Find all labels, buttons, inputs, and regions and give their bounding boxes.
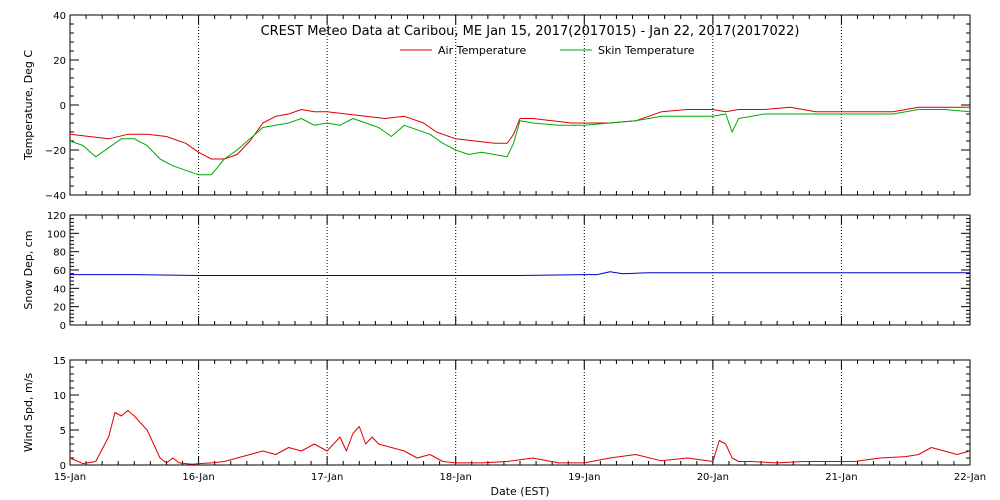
y-tick-label: 10 (53, 391, 66, 402)
plot-frame (69, 359, 971, 466)
y-tick-label: 20 (53, 303, 66, 314)
y-tick-label: 0 (60, 461, 66, 472)
y-axis-label: Wind Spd, m/s (22, 373, 35, 453)
series-line-snow-0 (70, 271, 970, 276)
panels-layer: −40 −20 0 20 40 Temperature, Deg C Air Tempera… (22, 11, 986, 483)
y-tick-label: 40 (53, 11, 66, 22)
x-tick-label: 21-Jan (825, 472, 857, 483)
y-tick-label: −40 (45, 191, 66, 202)
y-tick-label: 120 (47, 211, 66, 222)
x-tick-label: 22-Jan (954, 472, 986, 483)
series-line-temperature-0 (69, 106, 970, 160)
y-axis-label: Snow Dep, cm (22, 230, 35, 309)
plot-frame (69, 214, 971, 326)
x-tick-label: 15-Jan (54, 472, 86, 483)
y-tick-label: −20 (45, 146, 66, 157)
x-tick-label: 19-Jan (568, 472, 600, 483)
panel-snow: 0 20 40 60 80 100 120 Snow Dep, cm (22, 211, 971, 332)
legend-label: Skin Temperature (598, 44, 695, 57)
y-tick-label: 100 (47, 229, 66, 240)
panel-wind: 0 5 10 15 Wind Spd, m/s (22, 356, 971, 472)
x-tick-label: 20-Jan (697, 472, 729, 483)
panel-temperature: −40 −20 0 20 40 Temperature, Deg C Air Tempera… (22, 11, 971, 202)
series-line-temperature-1 (69, 109, 971, 176)
plot-frame (69, 14, 971, 196)
x-axis-label: Date (EST) (490, 485, 549, 498)
x-tick-label: 16-Jan (182, 472, 214, 483)
y-tick-label: 5 (60, 426, 66, 437)
y-axis-label: Temperature, Deg C (22, 50, 35, 161)
y-tick-label: 15 (53, 356, 66, 367)
x-tick-label: 18-Jan (440, 472, 472, 483)
y-tick-label: 20 (53, 56, 66, 67)
y-tick-label: 40 (53, 284, 66, 295)
y-tick-label: 0 (60, 321, 66, 332)
y-tick-label: 0 (60, 101, 66, 112)
y-tick-label: 60 (53, 266, 66, 277)
x-tick-label: 17-Jan (311, 472, 343, 483)
y-tick-label: 80 (53, 248, 66, 259)
series-line-wind-0 (69, 409, 971, 465)
chart-title: CREST Meteo Data at Caribou, ME Jan 15, … (261, 24, 800, 39)
legend-label: Air Temperature (438, 44, 527, 57)
